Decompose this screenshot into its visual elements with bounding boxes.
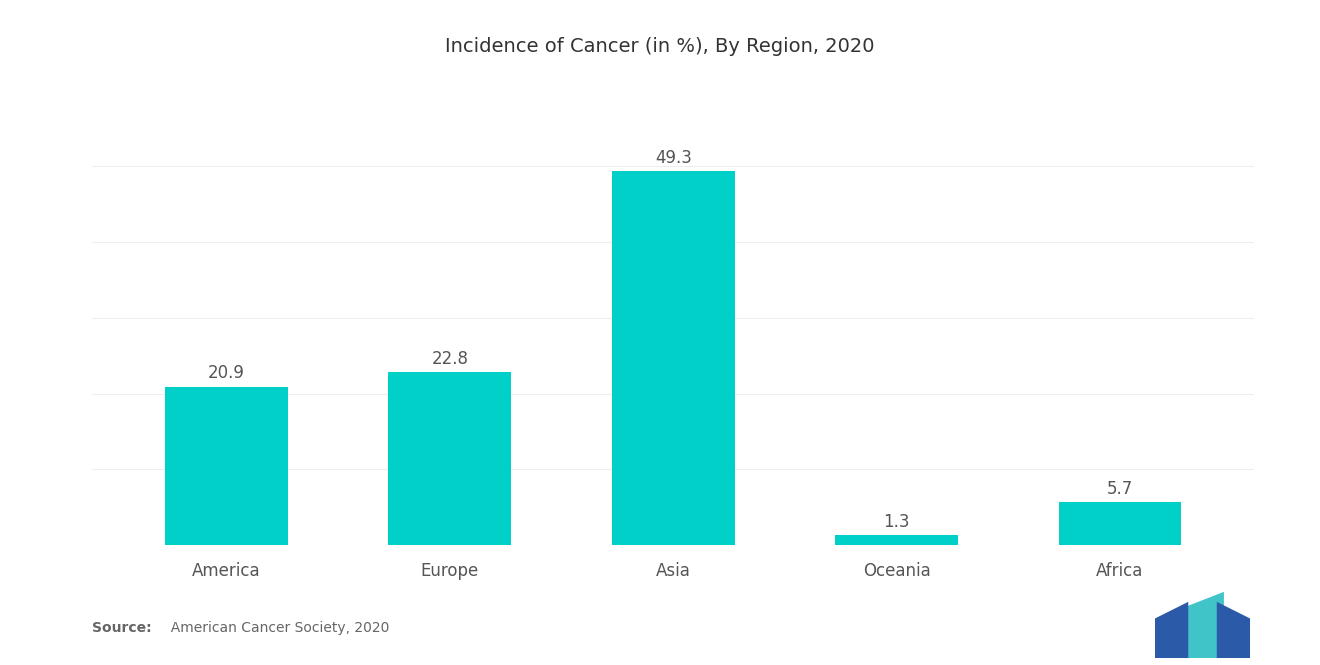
Text: Source:: Source: (92, 621, 152, 636)
Polygon shape (1217, 602, 1250, 658)
Polygon shape (1155, 602, 1188, 658)
Text: Incidence of Cancer (in %), By Region, 2020: Incidence of Cancer (in %), By Region, 2… (445, 37, 875, 56)
Bar (388, 372, 511, 545)
Text: 22.8: 22.8 (432, 350, 469, 368)
Polygon shape (1181, 592, 1224, 658)
Bar (611, 172, 735, 545)
Text: 1.3: 1.3 (883, 513, 909, 531)
Bar (1059, 502, 1181, 545)
Text: 20.9: 20.9 (209, 364, 246, 382)
Bar (165, 387, 288, 545)
Bar (836, 535, 958, 545)
Text: 5.7: 5.7 (1107, 479, 1133, 497)
Text: American Cancer Society, 2020: American Cancer Society, 2020 (162, 621, 389, 636)
Text: 49.3: 49.3 (655, 149, 692, 167)
